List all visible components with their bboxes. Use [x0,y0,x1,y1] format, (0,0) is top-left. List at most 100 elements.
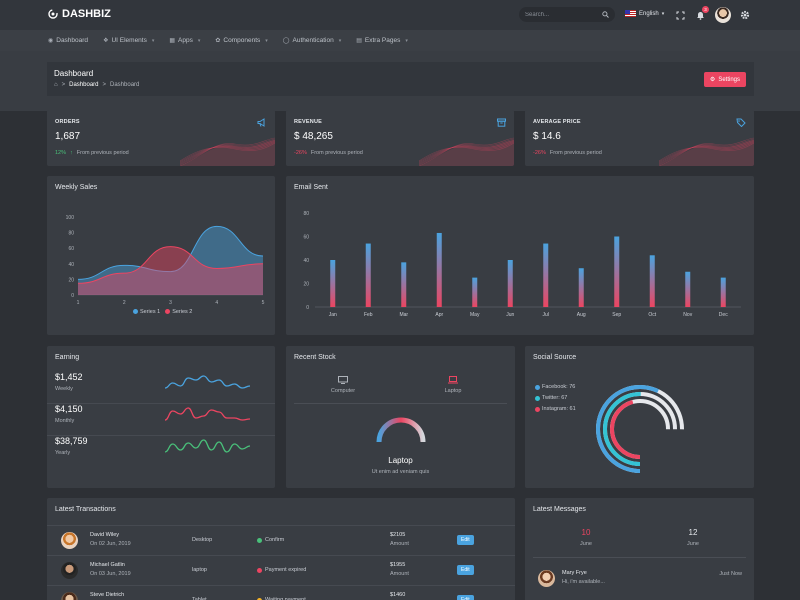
logo-icon [48,9,58,19]
legend-dot [165,309,171,315]
card-title: Latest Messages [533,506,586,513]
bar-aug[interactable] [578,268,584,307]
user-avatar[interactable] [715,7,731,23]
bar-jul[interactable] [543,243,549,307]
bar-jun[interactable] [507,260,513,307]
tab-laptop[interactable]: Laptop [396,376,510,394]
earning-sparkline [165,407,250,421]
message-text: Hi, i'm available... [562,579,605,585]
app-name: DASHBIZ [62,8,111,20]
search-box[interactable] [519,7,615,22]
chevron-down-icon: ▾ [338,37,342,44]
social-source-card: Social Source Facebook: 76 Twitter: 67 Ins… [525,346,754,488]
earning-sparkline [165,439,250,453]
email-sent-chart: 0 20 40 60 80 Jan Feb Mar Apr May Jun Jul Aug Sep Oct N… [303,211,741,318]
legend-item[interactable]: Series 1 [133,309,160,315]
language-label: English [639,10,659,17]
transaction-status: Confirm [257,537,284,543]
x-tick-label: 4 [215,300,218,306]
tag-icon [736,118,746,129]
message-item[interactable]: Mary Frye Hi, i'm available... Just Now [525,564,754,590]
message-date-tab[interactable]: 12 June [632,528,754,547]
earning-row-weekly: $1,452 Weekly [47,372,275,404]
transaction-device: Desktop [192,537,213,543]
settings-button[interactable]: ⚙ Settings [703,72,746,87]
legend-dot [535,384,540,390]
wave-decoration [659,137,754,166]
nav-item-apps[interactable]: ▦ Apps ▾ [169,37,200,44]
bar-feb[interactable] [365,243,371,307]
edit-button[interactable]: Edit [457,535,474,545]
y-tick-label: 20 [68,277,74,283]
chevron-down-icon: ▾ [405,37,408,44]
y-tick-label: 40 [303,258,309,264]
transaction-name: Michael Gatlin [90,562,125,568]
stat-value: $ 48,265 [294,131,333,142]
bar-oct[interactable] [649,255,655,307]
nav-item-authentication[interactable]: ◯ Authentication ▾ [283,37,341,44]
bar-sep[interactable] [614,236,620,308]
language-selector[interactable]: English ▾ [625,10,664,17]
settings-label: Settings [718,76,740,83]
bar-jan[interactable] [330,260,336,307]
stat-card-average-price: AVERAGE PRICE $ 14.6 -26% From previous per… [525,110,754,166]
bell-icon[interactable]: 3 [694,6,709,21]
app-logo[interactable]: DASHBIZ [48,8,111,20]
transaction-device: laptop [192,567,207,573]
nav-item-extra-pages[interactable]: ▤ Extra Pages ▾ [356,37,408,44]
bar-mar[interactable] [401,262,407,307]
home-icon[interactable]: ⌂ [54,82,58,88]
nav-item-dashboard[interactable]: ◉ Dashboard [48,37,88,44]
search-icon[interactable] [602,11,609,18]
status-label: Confirm [265,537,285,543]
edit-button[interactable]: Edit [457,595,474,600]
chevron-down-icon: ▾ [151,37,155,44]
bar-nov[interactable] [685,271,691,307]
bar-dec[interactable] [720,277,726,307]
social-label: Instagram: 61 [542,406,576,412]
stat-label: AVERAGE PRICE [533,119,581,125]
radial-bar [596,385,684,473]
message-date-tab[interactable]: 10 June [525,528,647,547]
nav-item-components[interactable]: ✿ Components ▾ [215,37,267,44]
bar-apr[interactable] [436,232,442,307]
stat-footer: -26% From previous period [294,150,363,156]
status-dot [257,567,262,573]
x-tick-label: Jan [329,312,337,318]
divider [294,403,507,404]
amount-label: Amount [390,571,409,577]
series-line-1 [77,225,264,280]
earning-label: Weekly [55,386,73,392]
breadcrumb-item[interactable]: Dashboard [69,82,99,88]
nav-label: Extra Pages [364,37,401,44]
stat-change: -26% [533,150,546,156]
y-tick-label: 60 [303,235,309,241]
bar-may[interactable] [472,277,478,307]
transaction-name: David Wiley [90,532,120,538]
transaction-name: Steve Dietrich [90,592,125,598]
series-line-2 [77,246,264,284]
gear-icon[interactable] [739,9,751,21]
breadcrumb: ⌂ > Dashboard > Dashboard [54,82,140,88]
tab-computer[interactable]: Computer [286,376,400,394]
earning-sparkline [165,375,250,389]
date-day: 10 [581,528,591,537]
y-tick-label: 100 [66,215,75,221]
edit-button[interactable]: Edit [457,565,474,575]
fullscreen-icon[interactable] [674,9,686,21]
series-area-1 [78,226,263,295]
x-tick-label: Jun [506,312,514,318]
x-tick-label: 2 [123,300,126,306]
nav-label: Apps [178,37,193,44]
series-area-2 [78,246,263,295]
transaction-row: Michael Gatlin On 03 Jun, 2019 laptop Payme… [47,555,515,585]
page-title: Dashboard [54,69,94,78]
layers-icon: ❖ [103,38,109,44]
legend-item[interactable]: Series 2 [165,309,192,315]
earning-value: $4,150 [55,404,83,414]
transactions-card: Latest Transactions David Wiley On 02 Jun… [47,498,515,600]
nav-item-ui-elements[interactable]: ❖ UI Elements ▾ [103,37,154,44]
search-input[interactable] [525,11,595,18]
x-tick-label: Oct [648,312,656,318]
